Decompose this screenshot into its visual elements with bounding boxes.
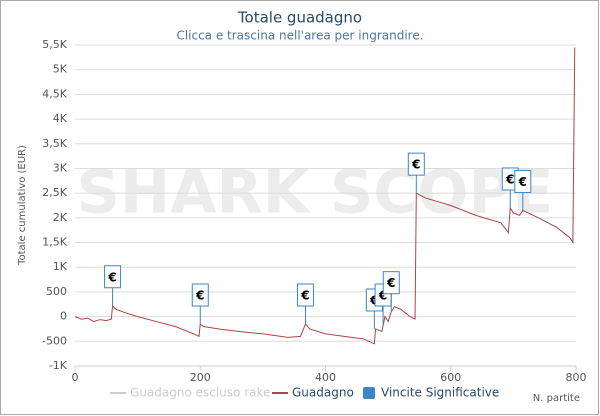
y-tick-label: 3K — [53, 161, 68, 174]
y-tick-label: 5,5K — [42, 38, 67, 51]
y-tick-label: 2,5K — [42, 186, 67, 199]
x-tick-label: 0 — [72, 371, 79, 384]
y-tick-label: 0 — [60, 310, 67, 323]
chart-subtitle: Clicca e trascina nell'area per ingrandi… — [176, 29, 423, 43]
legend-label: Vincite Significative — [381, 386, 499, 400]
flag-label: € — [300, 289, 309, 303]
x-tick-label: 400 — [315, 371, 336, 384]
y-tick-label: 500 — [46, 285, 67, 298]
x-axis-label: N. partite — [533, 393, 580, 404]
y-tick-label: 4,5K — [42, 87, 67, 100]
y-tick-label: 1,5K — [42, 236, 67, 249]
y-tick-label: 2K — [53, 211, 68, 224]
chart-title: Totale guadagno — [237, 9, 362, 27]
x-tick-label: 200 — [190, 371, 211, 384]
flag-label: € — [107, 270, 116, 284]
y-tick-label: 5K — [53, 63, 68, 76]
y-axis-label: Totale cumulativo (EUR) — [17, 145, 28, 266]
flag-label: € — [369, 293, 378, 307]
y-tick-label: -1K — [49, 359, 68, 372]
flag-label: € — [411, 158, 420, 172]
flag-label: € — [518, 175, 527, 189]
flag — [514, 169, 532, 193]
y-tick-label: 1K — [53, 260, 68, 273]
flag-label: € — [386, 276, 395, 290]
legend-label: Guadagno — [292, 386, 354, 400]
flag — [382, 271, 400, 295]
flag-label: € — [378, 289, 387, 303]
flag — [104, 265, 122, 289]
x-tick-label: 600 — [440, 371, 461, 384]
series-line — [74, 47, 576, 345]
flag — [296, 283, 314, 307]
x-tick-label: 800 — [566, 371, 587, 384]
legend-label: Guadagno escluso rake — [130, 386, 270, 400]
watermark: SHARK SCOPE — [77, 158, 554, 228]
flag — [191, 283, 209, 307]
flag-label: € — [195, 289, 204, 303]
legend-swatch — [363, 387, 375, 399]
y-tick-label: 4K — [53, 112, 68, 125]
y-tick-label: -500 — [42, 334, 67, 347]
flag-label: € — [505, 172, 514, 186]
y-tick-label: 3,5K — [42, 137, 67, 150]
flag — [407, 152, 425, 176]
